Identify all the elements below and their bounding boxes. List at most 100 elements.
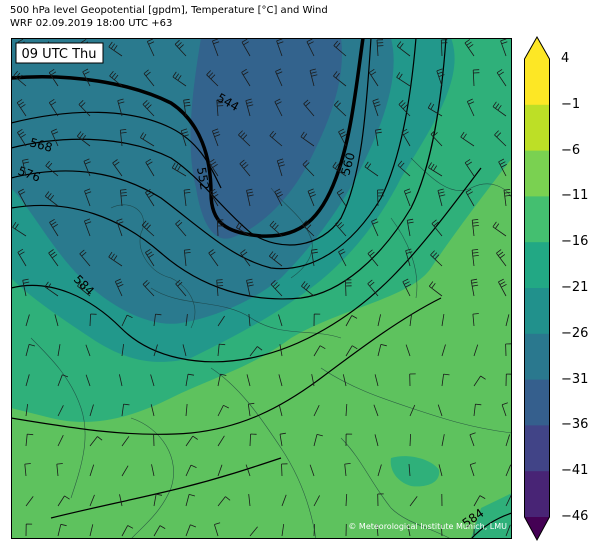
- wind-barb: [377, 314, 381, 327]
- wind-barb: [119, 374, 123, 387]
- wind-barb: [217, 404, 229, 417]
- wind-barb: [279, 344, 283, 357]
- wind-barb: [469, 432, 476, 447]
- colorbar-tick-label: −1: [561, 96, 581, 112]
- wind-barb: [142, 280, 155, 297]
- wind-barb: [336, 189, 347, 207]
- wind-barb: [89, 313, 97, 327]
- wind-barb: [441, 434, 445, 447]
- wind-barb: [77, 281, 91, 297]
- wind-barb: [406, 218, 414, 237]
- wind-barb: [405, 248, 413, 267]
- wind-barb: [269, 130, 283, 147]
- colorbar-tick-label: −46: [561, 509, 589, 524]
- wind-barb: [120, 189, 128, 207]
- wind-barb: [119, 494, 123, 507]
- map-title: 500 hPa level Geopotential [gpdm], Tempe…: [10, 5, 328, 16]
- wind-barb: [45, 160, 59, 177]
- wind-barb: [313, 345, 326, 357]
- wind-barb: [151, 464, 155, 477]
- wind-barb: [402, 278, 412, 297]
- colorbar-tick-label: −41: [561, 463, 589, 479]
- wind-barb: [22, 278, 30, 297]
- wind-barb: [307, 188, 316, 207]
- wind-barb: [311, 248, 318, 267]
- wind-barb: [185, 373, 195, 387]
- wind-barb: [239, 159, 251, 177]
- wind-barb: [185, 403, 188, 417]
- wind-barb: [185, 494, 196, 507]
- map-frame: [11, 38, 512, 539]
- wind-barb: [150, 374, 155, 387]
- colorbar-tick-label: −36: [561, 417, 589, 433]
- wind-barb: [313, 405, 320, 417]
- wind-barb: [373, 404, 379, 417]
- wind-barb: [313, 495, 320, 507]
- wind-barb: [278, 314, 283, 327]
- temp-field-coldest: [190, 38, 342, 239]
- wind-barb: [505, 314, 510, 327]
- wind-barb: [473, 403, 482, 417]
- wind-barb: [249, 526, 258, 537]
- wind-barb: [247, 402, 255, 417]
- wind-barb: [175, 219, 187, 237]
- wind-barb: [109, 70, 123, 87]
- wind-barb: [428, 162, 443, 177]
- wind-barb: [185, 524, 197, 537]
- wind-barb: [498, 278, 507, 297]
- wind-barb: [208, 158, 219, 177]
- wind-barb: [407, 524, 411, 537]
- wind-barb: [85, 344, 91, 357]
- wind-barb: [25, 496, 34, 507]
- wind-barb: [85, 374, 91, 387]
- wind-barb: [114, 278, 124, 297]
- wind-barb: [249, 433, 257, 447]
- wind-barb: [17, 248, 27, 267]
- wind-barb: [44, 281, 59, 297]
- wind-barb: [25, 404, 28, 417]
- wind-barb: [345, 403, 348, 417]
- wind-barb: [84, 188, 92, 207]
- wind-barb: [367, 279, 379, 297]
- wind-barb: [268, 251, 283, 267]
- contour-label-568: 568: [28, 135, 54, 154]
- wind-barb: [338, 128, 347, 147]
- wind-barb: [505, 343, 512, 357]
- wind-barb: [180, 128, 189, 147]
- wind-barb: [153, 313, 162, 327]
- wind-barb: [437, 404, 443, 417]
- wind-barb: [430, 250, 443, 267]
- colorbar-band: [524, 59, 550, 106]
- wind-barb: [505, 495, 512, 507]
- wind-barb: [25, 344, 36, 357]
- wind-barb: [112, 159, 123, 177]
- credit-text: © Meteorological Institute Munich, LMU: [348, 522, 507, 531]
- wind-barb: [278, 374, 283, 387]
- wind-barb: [57, 344, 61, 357]
- wind-barb: [345, 315, 358, 327]
- wind-barb: [281, 463, 288, 477]
- wind-barb: [238, 130, 251, 147]
- wind-barb: [313, 313, 321, 327]
- wind-barb: [460, 131, 475, 147]
- wind-barb: [500, 38, 508, 57]
- colorbar-tick-label: −21: [561, 280, 589, 295]
- colorbar-outline: [524, 36, 550, 542]
- wind-barb: [335, 219, 347, 237]
- wind-barb: [54, 314, 59, 327]
- wind-barb: [398, 100, 411, 117]
- colorbar-tick-label: −31: [561, 371, 589, 387]
- wind-barb: [17, 128, 27, 147]
- wind-barb: [76, 131, 91, 147]
- wind-barb: [57, 523, 67, 537]
- wind-barb: [216, 99, 224, 117]
- wind-barb: [371, 218, 379, 237]
- wind-barb: [22, 158, 30, 177]
- wind-barb: [409, 314, 412, 327]
- wind-barb: [473, 375, 486, 387]
- geopotential-contours: [11, 38, 512, 539]
- wind-barb: [217, 496, 231, 507]
- wind-barb: [405, 344, 411, 357]
- wind-barb: [185, 435, 198, 447]
- wind-barb: [121, 525, 134, 537]
